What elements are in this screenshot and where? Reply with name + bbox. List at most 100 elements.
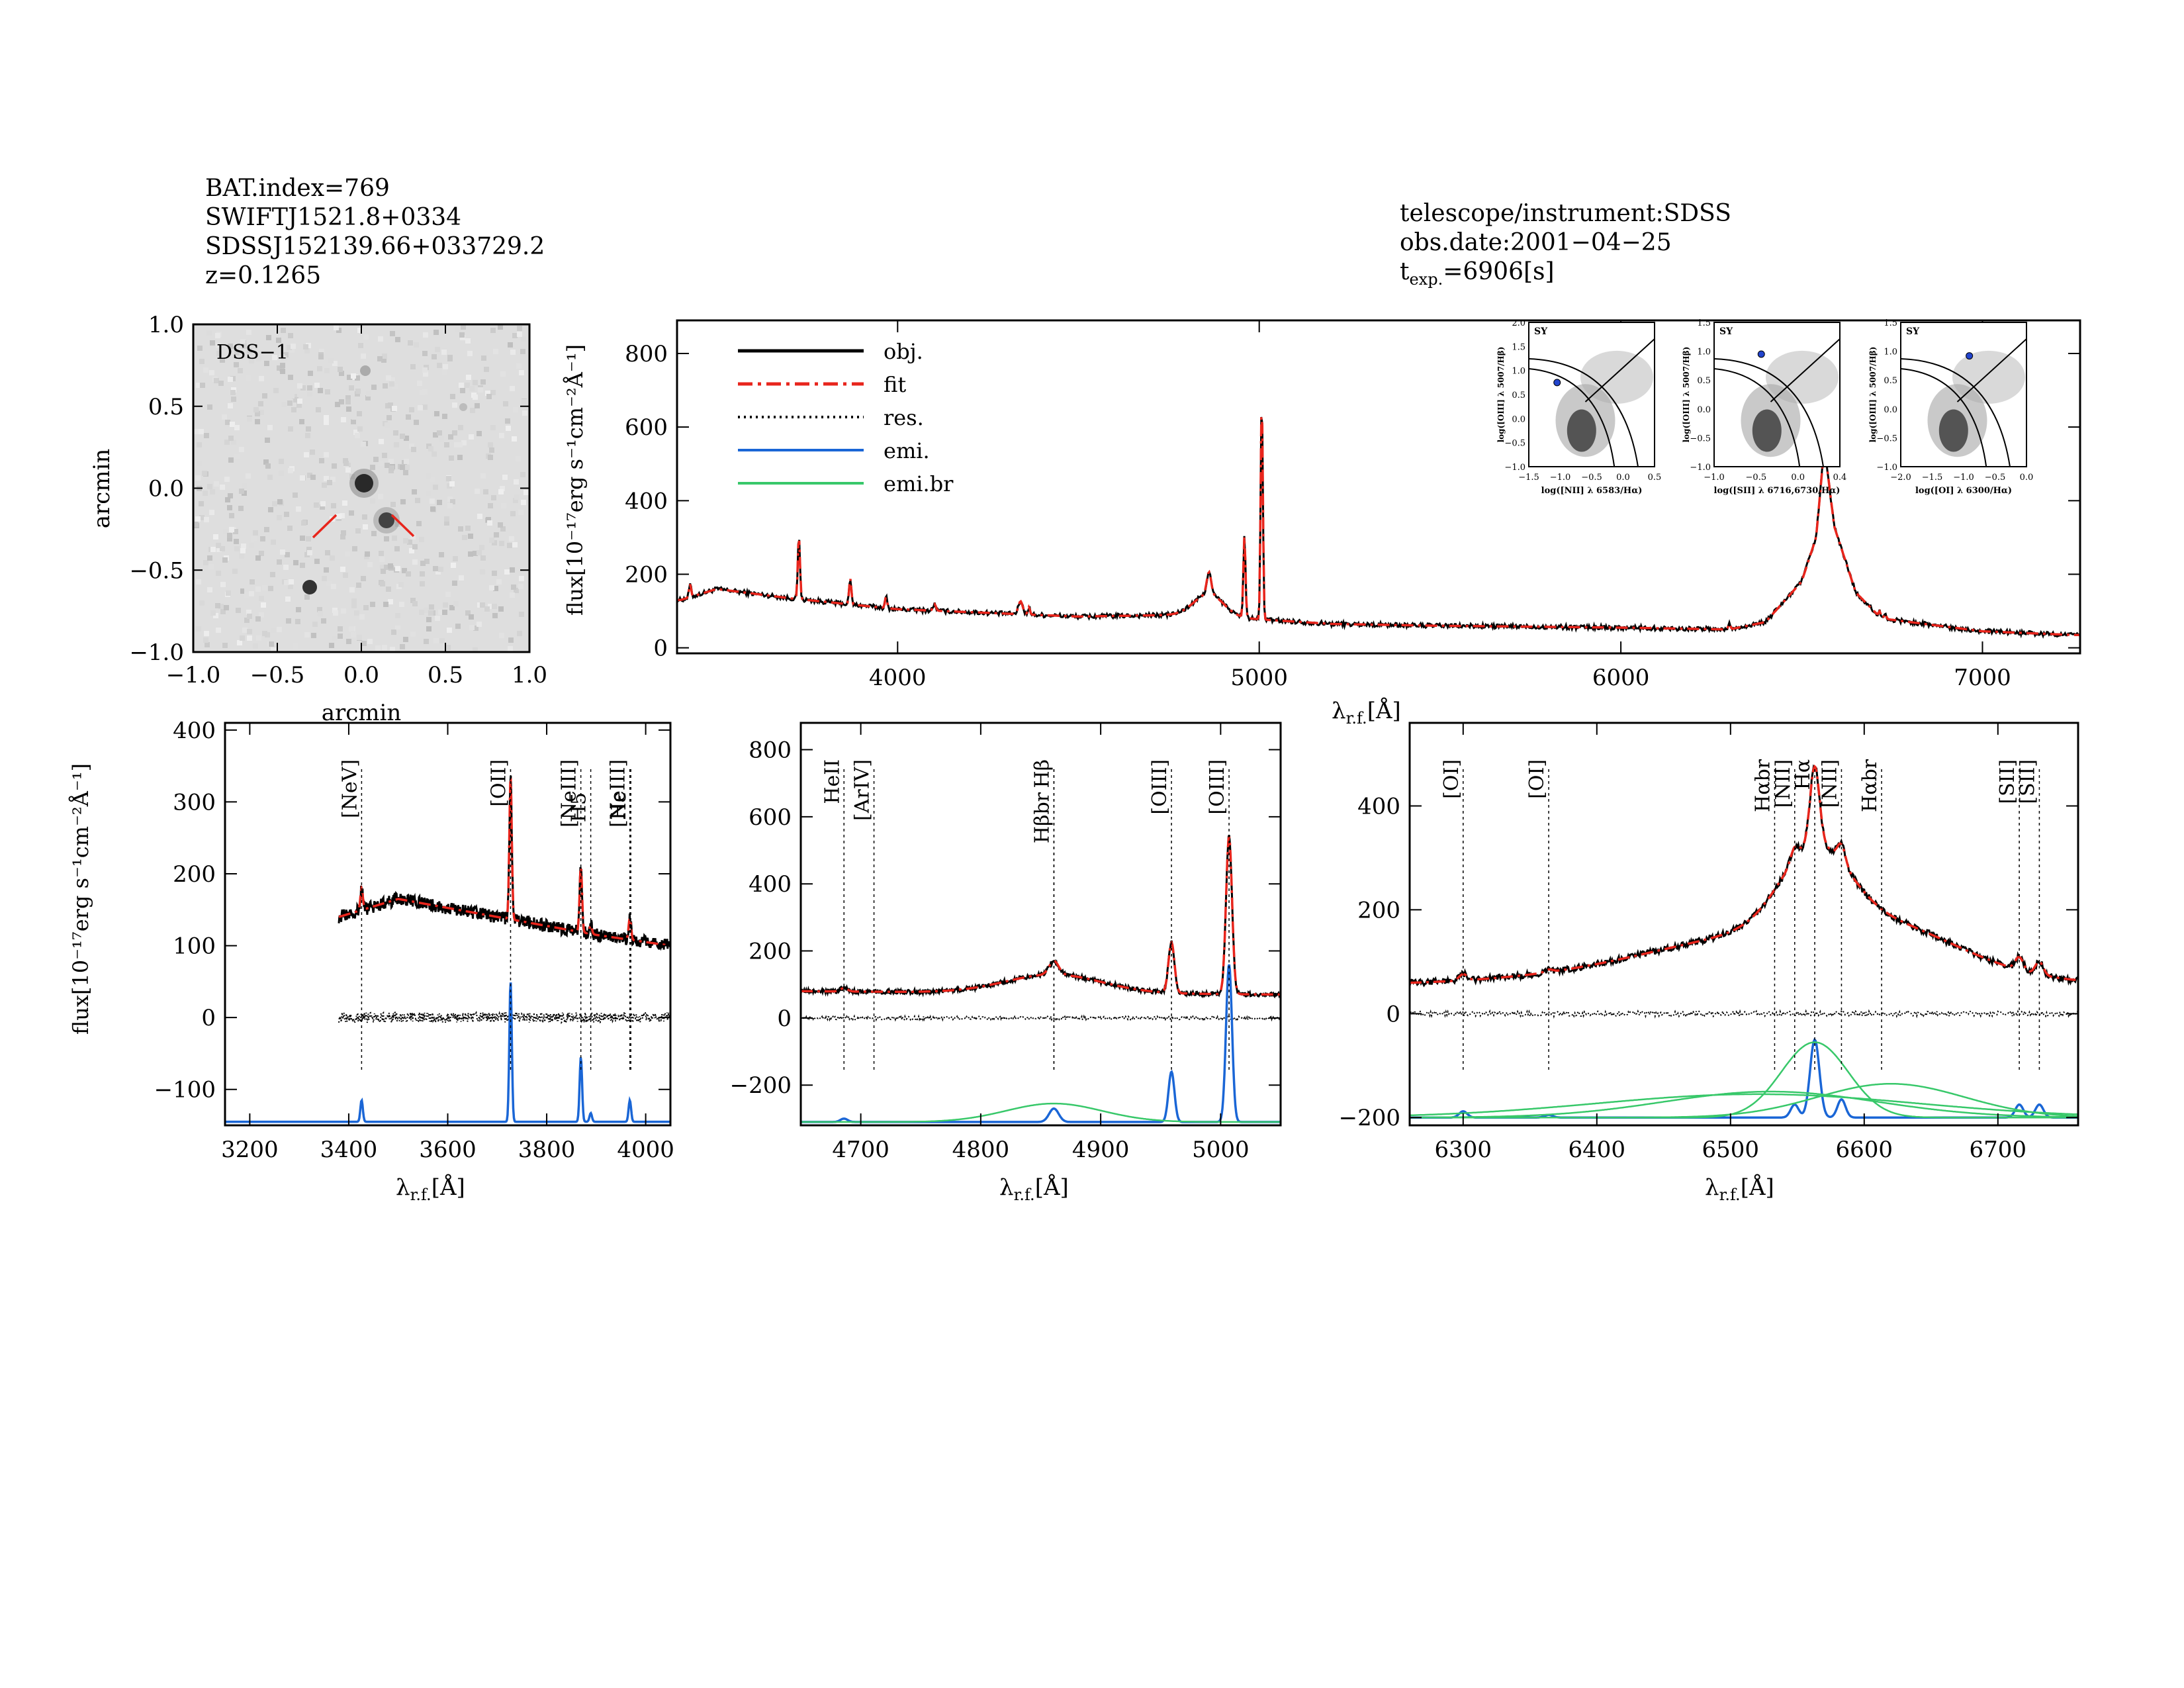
- texp-sub: exp.: [1409, 270, 1443, 289]
- legend-label: obj.: [884, 339, 923, 364]
- noise-pixel: [271, 539, 276, 545]
- noise-pixel: [283, 352, 289, 357]
- noise-pixel: [199, 501, 204, 506]
- faint-source: [360, 365, 371, 376]
- noise-pixel: [380, 581, 385, 586]
- noise-pixel: [256, 635, 261, 641]
- noise-pixel: [281, 328, 286, 333]
- xtick-label: 3400: [320, 1137, 378, 1163]
- noise-pixel: [305, 433, 310, 438]
- noise-pixel: [382, 453, 387, 458]
- bpt-ylabel: log([OIII] λ 5007/Hβ): [1682, 347, 1691, 443]
- bpt-ytick-label: 0.0: [1884, 405, 1897, 415]
- noise-pixel: [255, 411, 260, 416]
- noise-pixel: [451, 563, 456, 568]
- noise-pixel: [296, 402, 302, 408]
- line-label: [SII]: [1996, 759, 2019, 804]
- plot-area: [225, 769, 670, 1123]
- xtick-label: 6000: [1592, 665, 1650, 691]
- line-label: [OI]: [1525, 759, 1549, 799]
- noise-pixel: [478, 387, 483, 393]
- xtick-label: 5000: [1192, 1137, 1250, 1163]
- noise-pixel: [208, 564, 214, 569]
- noise-pixel: [426, 617, 432, 622]
- noise-pixel: [349, 474, 355, 479]
- noise-pixel: [486, 517, 491, 522]
- panel-frame: [676, 319, 2081, 655]
- main-xlabel-unit: [Å]: [1367, 697, 1401, 724]
- image-ytick-label: 1.0: [148, 312, 184, 338]
- bpt-ytick-label: −0.5: [1504, 439, 1525, 449]
- noise-pixel: [316, 407, 321, 412]
- noise-pixel: [392, 406, 397, 411]
- noise-pixel: [263, 459, 269, 465]
- noise-pixel: [205, 642, 210, 647]
- obj-spectrum: [801, 835, 1281, 999]
- noise-pixel: [477, 514, 482, 519]
- noise-pixel: [379, 557, 385, 562]
- noise-pixel: [268, 507, 273, 512]
- noise-pixel: [255, 616, 261, 622]
- noise-pixel: [480, 555, 486, 561]
- noise-pixel: [416, 521, 422, 526]
- noise-pixel: [452, 581, 457, 586]
- noise-pixel: [468, 551, 473, 557]
- noise-pixel: [395, 626, 400, 631]
- noise-pixel: [442, 414, 447, 419]
- noise-pixel: [473, 647, 478, 653]
- noise-pixel: [452, 430, 457, 436]
- noise-pixel: [490, 390, 496, 395]
- panel-frame: [799, 722, 1282, 1127]
- noise-pixel: [380, 565, 385, 570]
- noise-pixel: [318, 388, 323, 393]
- noise-pixel: [357, 635, 362, 640]
- emi-br-component: [1410, 1090, 2078, 1119]
- noise-pixel: [319, 349, 324, 354]
- noise-pixel: [277, 515, 282, 520]
- noise-pixel: [517, 631, 522, 636]
- line-label: Hβ: [1030, 759, 1054, 788]
- noise-pixel: [459, 575, 464, 581]
- noise-pixel: [203, 560, 208, 565]
- obj-spectrum: [1410, 764, 2078, 988]
- noise-pixel: [197, 461, 202, 466]
- noise-pixel: [490, 425, 496, 430]
- line-label: H5: [568, 792, 591, 822]
- noise-pixel: [351, 632, 356, 637]
- noise-pixel: [287, 526, 293, 531]
- observation-info: telescope/instrument:SDSS obs.date:2001−…: [1400, 199, 1731, 294]
- companion-halo: [373, 507, 400, 534]
- noise-pixel: [293, 492, 298, 498]
- faint-source-2: [459, 403, 467, 411]
- noise-pixel: [457, 455, 463, 460]
- noise-pixel: [339, 371, 344, 376]
- noise-pixel: [230, 422, 235, 427]
- noise-pixel: [412, 489, 417, 494]
- noise-pixel: [422, 367, 428, 373]
- exposure-time: texp.=6906[s]: [1400, 258, 1731, 294]
- noise-pixel: [359, 596, 365, 602]
- noise-pixel: [338, 626, 343, 632]
- noise-pixel: [332, 361, 338, 366]
- noise-pixel: [239, 553, 244, 559]
- noise-pixel: [480, 602, 485, 608]
- noise-pixel: [334, 325, 339, 330]
- noise-pixel: [382, 353, 387, 359]
- noise-pixel: [414, 527, 420, 532]
- noise-pixel: [235, 588, 240, 594]
- noise-pixel: [449, 605, 455, 610]
- main-xlabel-lambda: λ: [1332, 698, 1346, 724]
- bpt-ytick-label: 0.0: [1512, 414, 1525, 424]
- noise-pixel: [439, 638, 445, 643]
- noise-pixel: [351, 373, 356, 379]
- zoom1-xlabel-lambda: λ: [396, 1174, 410, 1201]
- noise-pixel: [288, 584, 293, 589]
- noise-pixel: [470, 408, 475, 413]
- noise-pixel: [428, 446, 433, 451]
- noise-pixel: [204, 517, 209, 522]
- noise-pixel: [202, 471, 207, 476]
- noise-pixel: [499, 633, 504, 638]
- noise-pixel: [388, 402, 393, 408]
- noise-pixel: [513, 498, 518, 503]
- noise-pixel: [377, 356, 383, 361]
